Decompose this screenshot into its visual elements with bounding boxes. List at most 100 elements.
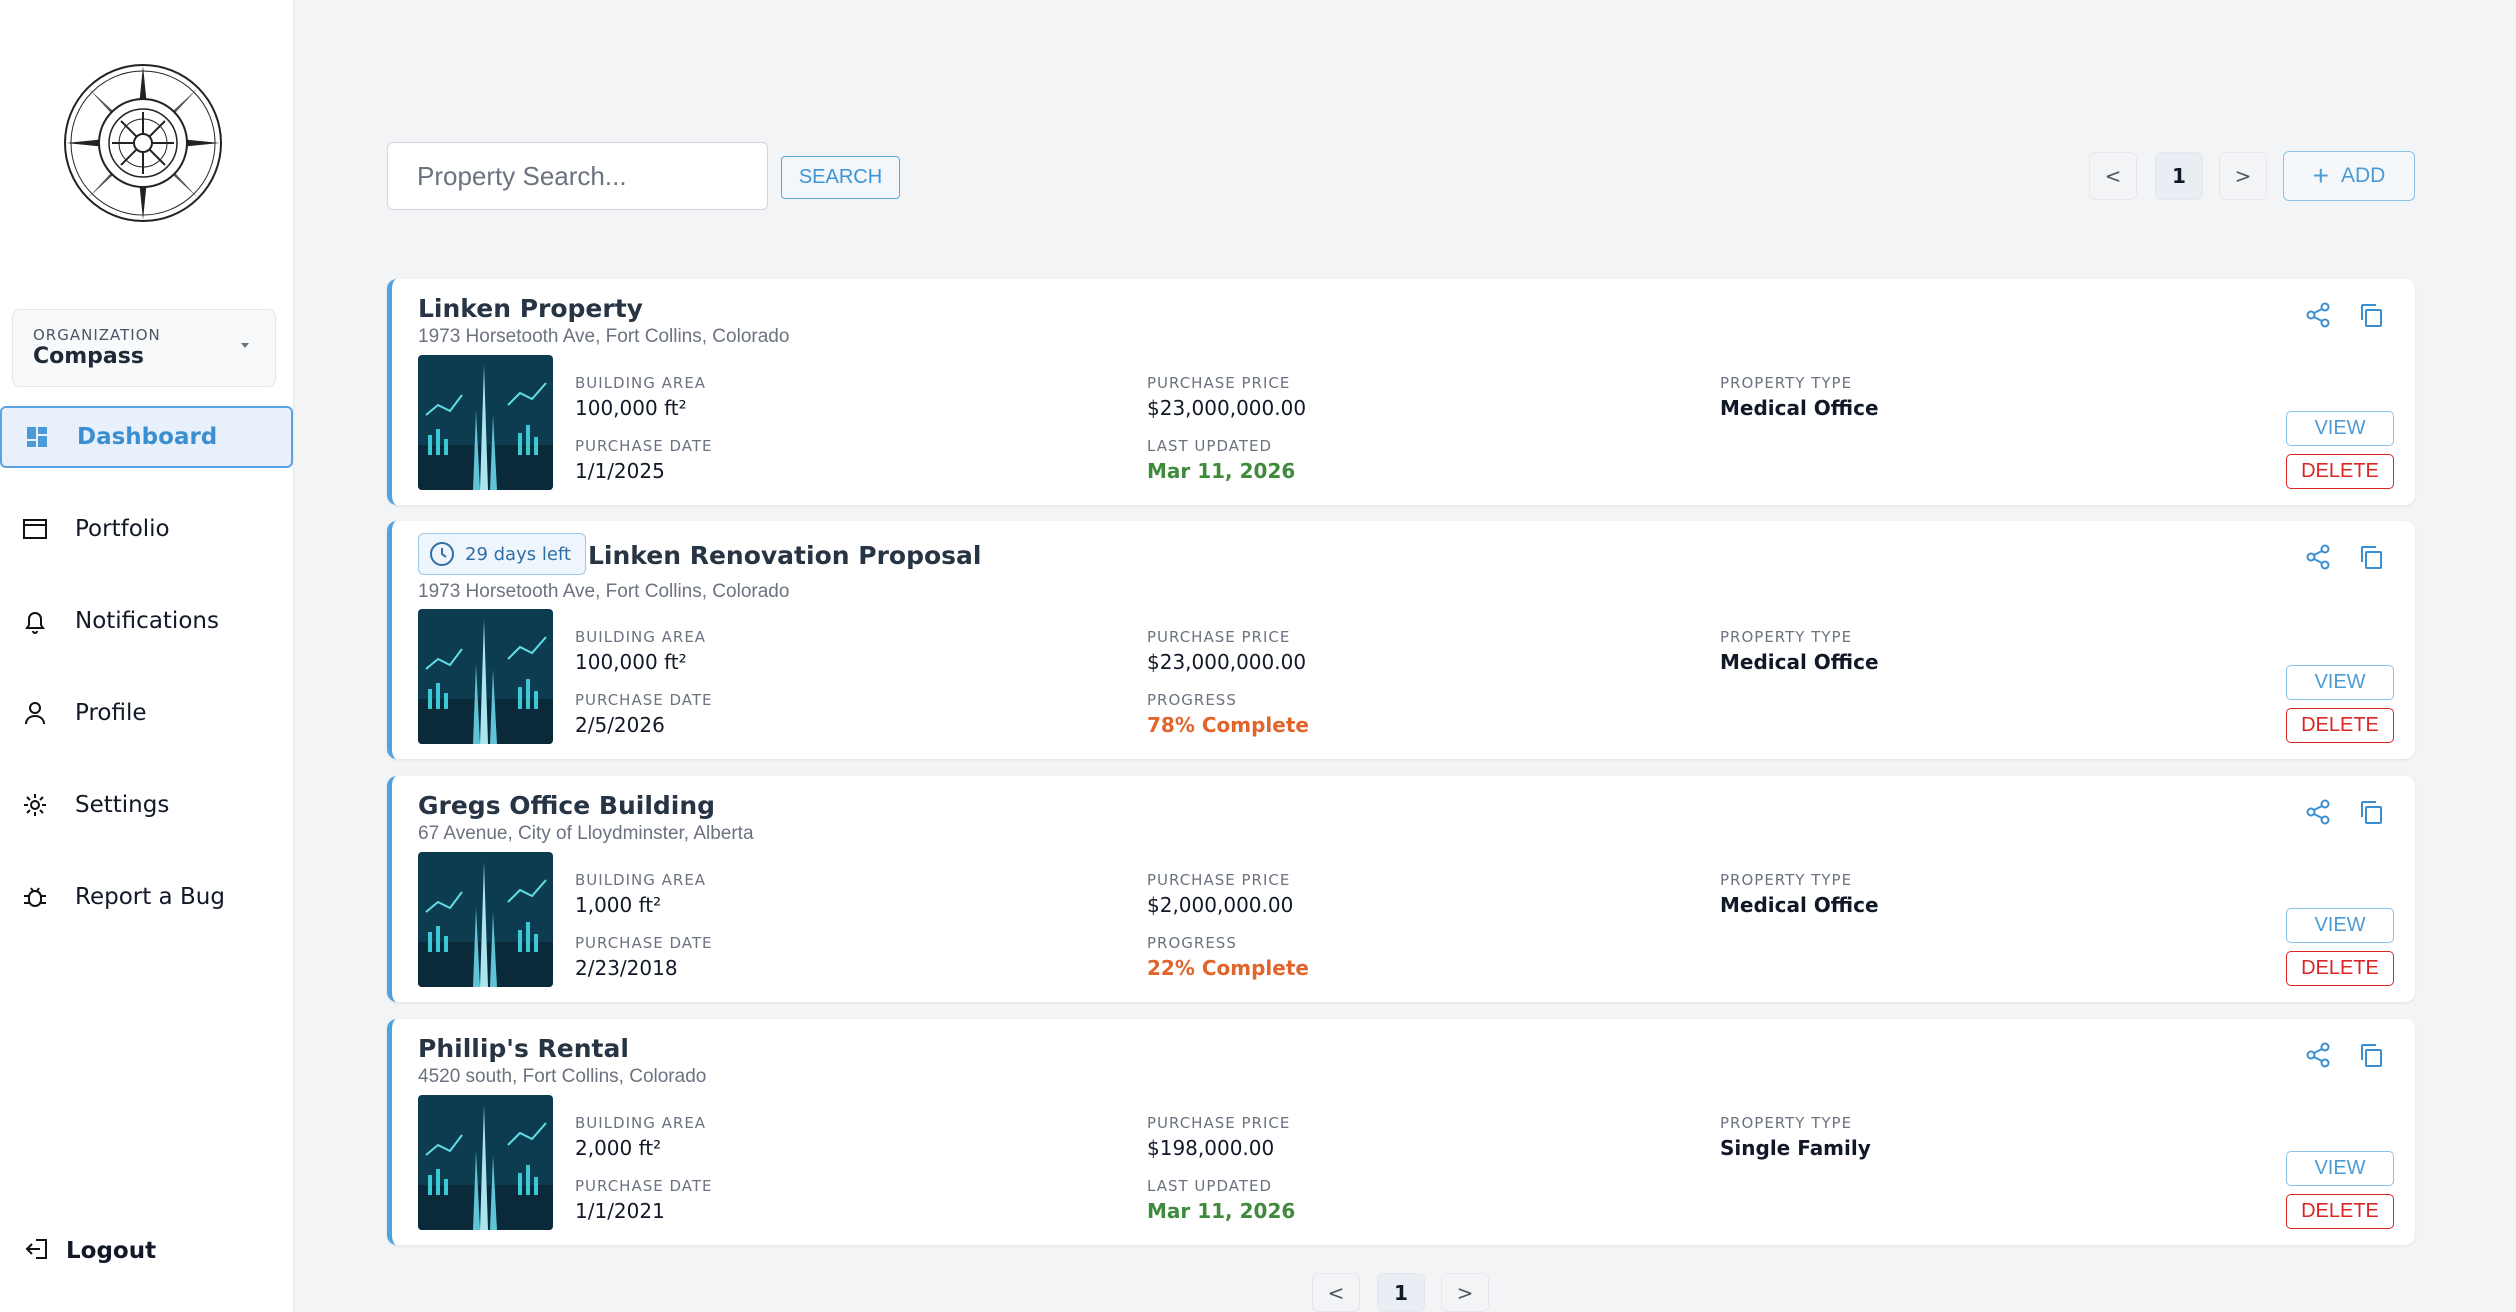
building-area-label: BUILDING AREA <box>575 871 707 889</box>
purchase-price-label: PURCHASE PRICE <box>1147 1114 1291 1132</box>
property-card: 29 days left Linken Renovation Proposal … <box>387 521 2415 759</box>
nav-notifications[interactable]: Notifications <box>0 590 293 652</box>
property-search-input[interactable] <box>387 142 768 210</box>
status-value: 22% Complete <box>1147 956 1309 980</box>
copy-icon[interactable] <box>2355 1039 2387 1071</box>
property-address: 67 Avenue, City of Lloydminster, Alberta <box>418 823 754 844</box>
view-button[interactable]: VIEW <box>2286 1151 2394 1186</box>
dashboard-icon <box>24 424 50 450</box>
status-label: PROGRESS <box>1147 934 1237 952</box>
bell-icon <box>22 608 48 634</box>
property-type-label: PROPERTY TYPE <box>1720 871 1853 889</box>
view-button[interactable]: VIEW <box>2286 908 2394 943</box>
add-label: ADD <box>2341 164 2386 187</box>
organization-select[interactable]: ORGANIZATION Compass <box>12 309 276 387</box>
property-card: Gregs Office Building 67 Avenue, City of… <box>387 776 2415 1002</box>
property-thumbnail <box>418 609 553 744</box>
chevron-down-icon <box>241 343 249 348</box>
status-value: Mar 11, 2026 <box>1147 1199 1296 1223</box>
property-title[interactable]: Gregs Office Building <box>418 791 716 820</box>
copy-icon[interactable] <box>2355 796 2387 828</box>
delete-button[interactable]: DELETE <box>2286 708 2394 743</box>
property-thumbnail <box>418 1095 553 1230</box>
user-icon <box>22 700 48 726</box>
days-left-badge: 29 days left <box>418 533 586 575</box>
property-address: 4520 south, Fort Collins, Colorado <box>418 1066 707 1087</box>
share-icon[interactable] <box>2302 541 2334 573</box>
delete-button[interactable]: DELETE <box>2286 1194 2394 1229</box>
view-button[interactable]: VIEW <box>2286 665 2394 700</box>
purchase-price-value: $23,000,000.00 <box>1147 396 1307 420</box>
search-button[interactable]: SEARCH <box>781 156 900 199</box>
copy-icon[interactable] <box>2355 299 2387 331</box>
purchase-price-label: PURCHASE PRICE <box>1147 871 1291 889</box>
current-page-button[interactable]: 1 <box>2155 152 2203 200</box>
property-type-value: Medical Office <box>1720 650 1879 674</box>
property-type-value: Medical Office <box>1720 893 1879 917</box>
bottom-current-page-button[interactable]: 1 <box>1377 1273 1425 1312</box>
nav-label: Profile <box>75 700 147 726</box>
status-value: 78% Complete <box>1147 713 1309 737</box>
property-title[interactable]: Phillip's Rental <box>418 1034 629 1063</box>
nav-label: Dashboard <box>77 424 218 450</box>
status-label: LAST UPDATED <box>1147 437 1273 455</box>
logout-label: Logout <box>66 1238 157 1264</box>
logout-button[interactable]: Logout <box>24 1234 156 1268</box>
building-area-label: BUILDING AREA <box>575 628 707 646</box>
property-type-value: Single Family <box>1720 1136 1871 1160</box>
nav-label: Notifications <box>75 608 219 634</box>
purchase-price-value: $198,000.00 <box>1147 1136 1275 1160</box>
nav-dashboard[interactable]: Dashboard <box>0 406 293 468</box>
gear-icon <box>22 792 48 818</box>
add-property-button[interactable]: + ADD <box>2283 151 2415 201</box>
building-area-value: 2,000 ft² <box>575 1136 662 1160</box>
portfolio-icon <box>22 516 48 542</box>
bottom-prev-page-button[interactable]: < <box>1312 1273 1360 1312</box>
status-label: PROGRESS <box>1147 691 1237 709</box>
next-page-button[interactable]: > <box>2219 152 2267 200</box>
view-button[interactable]: VIEW <box>2286 411 2394 446</box>
purchase-price-value: $2,000,000.00 <box>1147 893 1294 917</box>
property-card: Linken Property 1973 Horsetooth Ave, For… <box>387 279 2415 505</box>
prev-page-button[interactable]: < <box>2089 152 2137 200</box>
property-card: Phillip's Rental 4520 south, Fort Collin… <box>387 1019 2415 1245</box>
nav-profile[interactable]: Profile <box>0 682 293 744</box>
share-icon[interactable] <box>2302 299 2334 331</box>
bottom-next-page-button[interactable]: > <box>1441 1273 1489 1312</box>
property-address: 1973 Horsetooth Ave, Fort Collins, Color… <box>418 581 790 602</box>
organization-value: Compass <box>33 344 144 369</box>
property-type-label: PROPERTY TYPE <box>1720 374 1853 392</box>
nav-report-bug[interactable]: Report a Bug <box>0 866 293 928</box>
delete-button[interactable]: DELETE <box>2286 951 2394 986</box>
purchase-date-label: PURCHASE DATE <box>575 437 713 455</box>
building-area-label: BUILDING AREA <box>575 1114 707 1132</box>
purchase-date-value: 1/1/2025 <box>575 459 665 483</box>
building-area-value: 1,000 ft² <box>575 893 662 917</box>
nav-label: Report a Bug <box>75 884 225 910</box>
plus-icon: + <box>2312 160 2329 191</box>
purchase-date-label: PURCHASE DATE <box>575 1177 713 1195</box>
property-address: 1973 Horsetooth Ave, Fort Collins, Color… <box>418 326 790 347</box>
purchase-price-label: PURCHASE PRICE <box>1147 374 1291 392</box>
property-title[interactable]: Linken Renovation Proposal <box>588 541 982 570</box>
building-area-label: BUILDING AREA <box>575 374 707 392</box>
nav-portfolio[interactable]: Portfolio <box>0 498 293 560</box>
nav-label: Portfolio <box>75 516 170 542</box>
share-icon[interactable] <box>2302 796 2334 828</box>
sidebar: ORGANIZATION Compass Dashboard Portfolio… <box>0 0 294 1312</box>
share-icon[interactable] <box>2302 1039 2334 1071</box>
property-title[interactable]: Linken Property <box>418 294 643 323</box>
purchase-price-label: PURCHASE PRICE <box>1147 628 1291 646</box>
nav-settings[interactable]: Settings <box>0 774 293 836</box>
purchase-price-value: $23,000,000.00 <box>1147 650 1307 674</box>
copy-icon[interactable] <box>2355 541 2387 573</box>
property-type-label: PROPERTY TYPE <box>1720 628 1853 646</box>
purchase-date-value: 1/1/2021 <box>575 1199 665 1223</box>
building-area-value: 100,000 ft² <box>575 650 687 674</box>
nav-label: Settings <box>75 792 170 818</box>
compass-logo <box>62 62 224 224</box>
days-left-text: 29 days left <box>465 543 571 565</box>
delete-button[interactable]: DELETE <box>2286 454 2394 489</box>
purchase-date-label: PURCHASE DATE <box>575 934 713 952</box>
purchase-date-value: 2/5/2026 <box>575 713 665 737</box>
